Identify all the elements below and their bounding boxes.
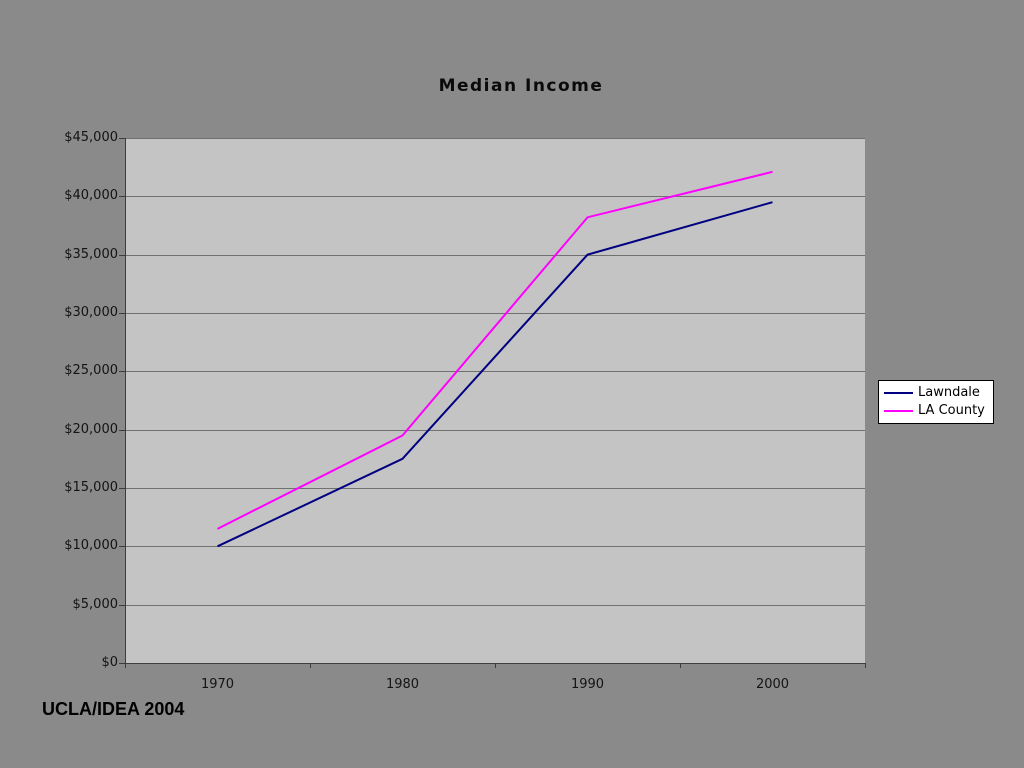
y-tick-label: $15,000 [64,480,118,495]
y-tick-label: $30,000 [64,305,118,320]
y-tick-label: $35,000 [64,246,118,262]
y-tick-label: $5,000 [72,596,119,612]
lawndale-line-swatch [884,391,913,394]
legend-item-la-county: LA County [884,403,988,418]
x-tick-label: 2000 [755,677,790,692]
la-county-line-swatch [884,409,913,412]
source-credit: UCLA/IDEA 2004 [42,699,185,719]
y-tick-label: $0 [101,655,118,670]
y-tick-label: $20,000 [64,421,118,437]
series-line-la-county [217,170,773,530]
legend-label-la-county: LA County [918,403,985,418]
y-tick-label: $10,000 [64,538,118,554]
series-line-lawndale [217,201,773,548]
plot-area [125,138,865,663]
chart-title: Median Income [438,76,604,96]
legend: Lawndale LA County [878,380,994,424]
y-tick-label: $45,000 [64,130,118,145]
x-tick-label: 1990 [570,677,605,692]
y-tick-label: $40,000 [64,188,118,204]
legend-item-lawndale: Lawndale [884,385,988,400]
y-tick-label: $25,000 [64,363,118,379]
x-tick-label: 1970 [200,677,235,692]
legend-label-lawndale: Lawndale [918,385,980,400]
x-tick-label: 1980 [385,677,420,692]
